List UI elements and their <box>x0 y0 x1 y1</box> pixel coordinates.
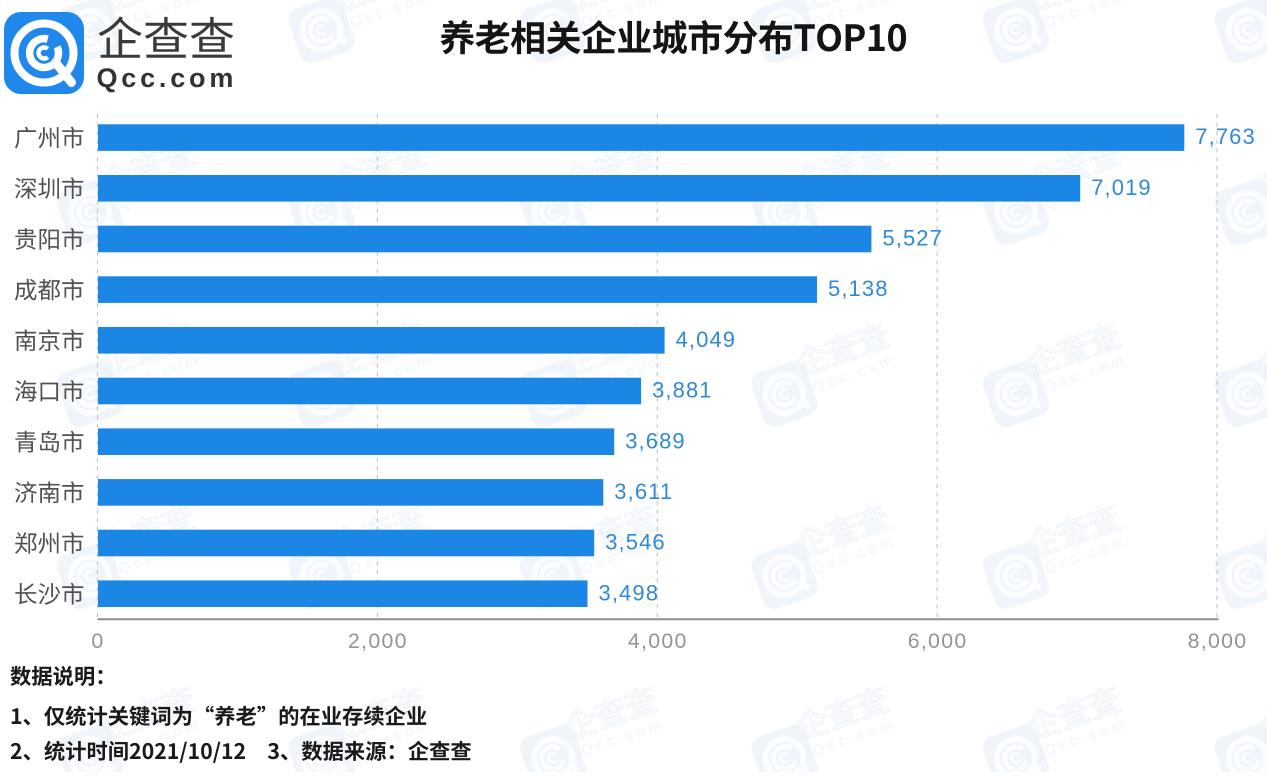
svg-text:5,527: 5,527 <box>882 226 943 251</box>
svg-text:0: 0 <box>91 629 104 653</box>
svg-text:4,000: 4,000 <box>628 629 688 653</box>
svg-text:3,546: 3,546 <box>605 530 666 555</box>
svg-text:4,049: 4,049 <box>676 327 737 352</box>
svg-text:5,138: 5,138 <box>828 276 889 301</box>
svg-text:8,000: 8,000 <box>1188 629 1248 653</box>
svg-text:3,881: 3,881 <box>652 378 713 403</box>
svg-text:7,763: 7,763 <box>1195 124 1256 149</box>
svg-text:3,611: 3,611 <box>614 479 673 504</box>
svg-text:Qcc.com: Qcc.com <box>97 63 238 93</box>
svg-text:3,498: 3,498 <box>599 580 660 605</box>
svg-text:3,689: 3,689 <box>625 428 686 453</box>
svg-text:2,000: 2,000 <box>348 629 408 653</box>
svg-text:7,019: 7,019 <box>1091 175 1152 200</box>
svg-text:6,000: 6,000 <box>908 629 968 653</box>
